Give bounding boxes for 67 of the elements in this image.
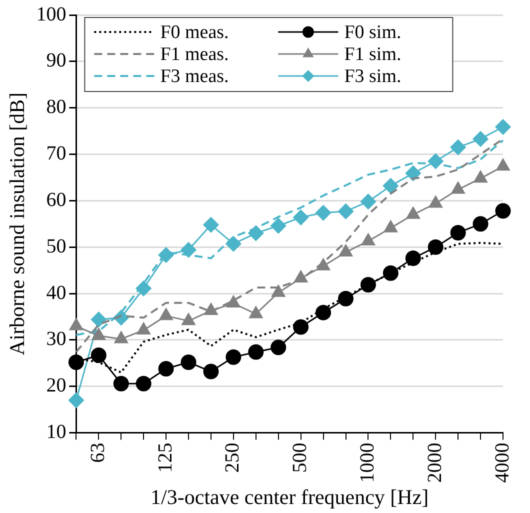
y-tick-label: 20 bbox=[46, 374, 66, 397]
x-tick-label: 125 bbox=[154, 442, 176, 473]
point bbox=[248, 225, 264, 241]
point bbox=[90, 348, 106, 364]
point bbox=[182, 313, 196, 326]
point bbox=[360, 194, 376, 210]
point bbox=[405, 250, 421, 266]
legend-label: F1 meas. bbox=[160, 44, 229, 65]
point bbox=[136, 280, 152, 296]
point bbox=[226, 296, 240, 308]
x-tick-label: 63 bbox=[86, 442, 109, 463]
point bbox=[226, 349, 242, 365]
point bbox=[316, 304, 332, 320]
point bbox=[90, 312, 106, 328]
point bbox=[92, 328, 106, 340]
point bbox=[68, 392, 84, 408]
point bbox=[180, 354, 196, 370]
legend-label: F0 sim. bbox=[344, 22, 402, 43]
y-tick-label: 70 bbox=[46, 142, 66, 165]
x-tick-label: 4000 bbox=[491, 442, 514, 483]
point bbox=[293, 319, 309, 335]
y-tick-label: 50 bbox=[46, 235, 66, 258]
point bbox=[495, 119, 511, 135]
legend-label: F3 sim. bbox=[344, 66, 402, 87]
y-tick-label: 10 bbox=[46, 421, 66, 444]
y-tick-label: 30 bbox=[46, 328, 66, 350]
y-tick-label: 100 bbox=[36, 3, 66, 26]
y-axis-title: Airborne sound insulation [dB] bbox=[5, 92, 30, 356]
point bbox=[293, 210, 309, 226]
x-axis-title: 1/3-octave center frequency [Hz] bbox=[150, 484, 429, 509]
point bbox=[158, 360, 174, 376]
point bbox=[338, 204, 354, 220]
legend-label: F1 sim. bbox=[344, 44, 402, 65]
point bbox=[450, 224, 466, 240]
point bbox=[316, 205, 332, 221]
point bbox=[203, 217, 219, 233]
point bbox=[226, 236, 242, 252]
point bbox=[270, 340, 286, 356]
y-tick-label: 90 bbox=[46, 50, 66, 72]
point bbox=[203, 364, 219, 380]
point bbox=[450, 140, 466, 156]
point bbox=[338, 290, 354, 306]
point bbox=[428, 239, 444, 255]
point bbox=[382, 265, 398, 281]
point bbox=[158, 247, 174, 263]
x-tick-label: 250 bbox=[222, 442, 244, 473]
point bbox=[472, 131, 488, 147]
legend-label: F3 meas. bbox=[160, 66, 229, 87]
point bbox=[360, 276, 376, 292]
point bbox=[68, 354, 84, 370]
point bbox=[159, 308, 173, 320]
point bbox=[180, 242, 196, 258]
point bbox=[248, 344, 264, 360]
y-tick-label: 40 bbox=[46, 282, 66, 304]
point bbox=[136, 376, 152, 392]
point bbox=[495, 203, 511, 219]
point bbox=[405, 166, 421, 182]
point bbox=[472, 216, 488, 232]
x-tick-label: 2000 bbox=[424, 442, 446, 483]
point bbox=[382, 178, 398, 194]
y-tick-label: 80 bbox=[46, 96, 66, 118]
point bbox=[270, 218, 286, 234]
x-tick-label: 1000 bbox=[356, 442, 378, 483]
x-tick-label: 500 bbox=[289, 442, 312, 473]
y-tick-label: 60 bbox=[46, 188, 66, 211]
point bbox=[113, 376, 129, 392]
legend-label: F0 meas. bbox=[160, 22, 229, 43]
